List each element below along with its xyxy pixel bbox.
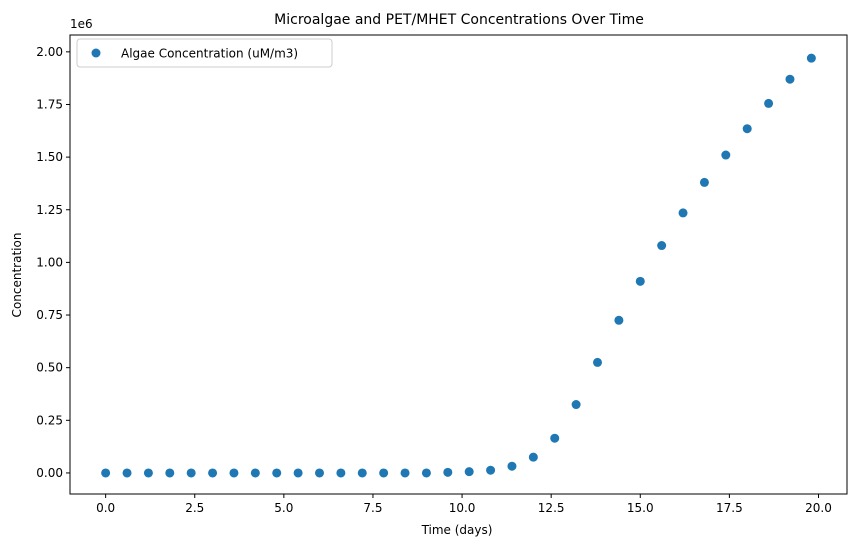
data-point [614, 315, 624, 325]
data-point [122, 468, 132, 478]
data-point [293, 468, 303, 478]
data-point [379, 468, 389, 478]
data-point [528, 452, 538, 462]
plot-frame [69, 34, 848, 495]
data-point [785, 74, 795, 84]
data-point [806, 53, 816, 63]
y-tick-label: 1.75 [36, 97, 63, 111]
data-point [421, 468, 431, 478]
x-tick-label: 0.0 [96, 501, 115, 515]
chart-title: Microalgae and PET/MHET Concentrations O… [274, 12, 644, 28]
data-point [507, 461, 517, 471]
data-point [165, 468, 175, 478]
y-tick-label: 0.50 [36, 361, 63, 375]
data-point [635, 276, 645, 286]
data-point [143, 468, 153, 478]
y-tick-label: 1.50 [36, 150, 63, 164]
y-tick-label: 0.00 [36, 466, 63, 480]
y-tick-label: 0.25 [36, 413, 63, 427]
legend-marker [91, 48, 101, 58]
x-tick-label: 10.0 [449, 501, 476, 515]
y-axis-label: Concentration [10, 233, 24, 318]
data-point [593, 357, 603, 367]
data-point [550, 433, 560, 443]
data-point [357, 468, 367, 478]
data-point [208, 468, 218, 478]
x-tick-label: 2.5 [185, 501, 204, 515]
x-tick-label: 20.0 [805, 501, 832, 515]
data-point [250, 468, 260, 478]
legend-box [76, 38, 333, 68]
data-point [443, 467, 453, 477]
data-point [764, 98, 774, 108]
data-point [314, 468, 324, 478]
legend-label: Algae Concentration (uM/m3) [121, 47, 298, 61]
y-tick-label: 1.00 [36, 255, 63, 269]
data-point [571, 400, 581, 410]
x-tick-label: 7.5 [363, 501, 382, 515]
y-tick-label: 1.25 [36, 203, 63, 217]
data-point [272, 468, 282, 478]
legend: Algae Concentration (uM/m3) [76, 38, 333, 68]
data-points [101, 53, 816, 478]
data-point [336, 468, 346, 478]
data-point [186, 468, 196, 478]
x-tick-label: 5.0 [274, 501, 293, 515]
data-point [400, 468, 410, 478]
data-point [464, 467, 474, 477]
y-tick-label: 2.00 [36, 45, 63, 59]
y-tick-label: 0.75 [36, 308, 63, 322]
data-point [229, 468, 239, 478]
data-point [101, 468, 111, 478]
x-tick-label: 15.0 [627, 501, 654, 515]
data-point [742, 124, 752, 134]
y-axis-offset-label: 1e6 [70, 17, 93, 31]
data-point [486, 465, 496, 475]
axis-ticks: 0.0 2.5 5.0 7.5 10.0 12.5 15.0 17.5 20.0 0.00 0.25… [36, 45, 832, 515]
x-axis-label: Time (days) [421, 523, 493, 537]
x-tick-label: 17.5 [716, 501, 743, 515]
data-point [721, 150, 731, 160]
data-point [657, 241, 667, 251]
data-point [699, 177, 709, 187]
x-tick-label: 12.5 [538, 501, 565, 515]
data-point [678, 208, 688, 218]
